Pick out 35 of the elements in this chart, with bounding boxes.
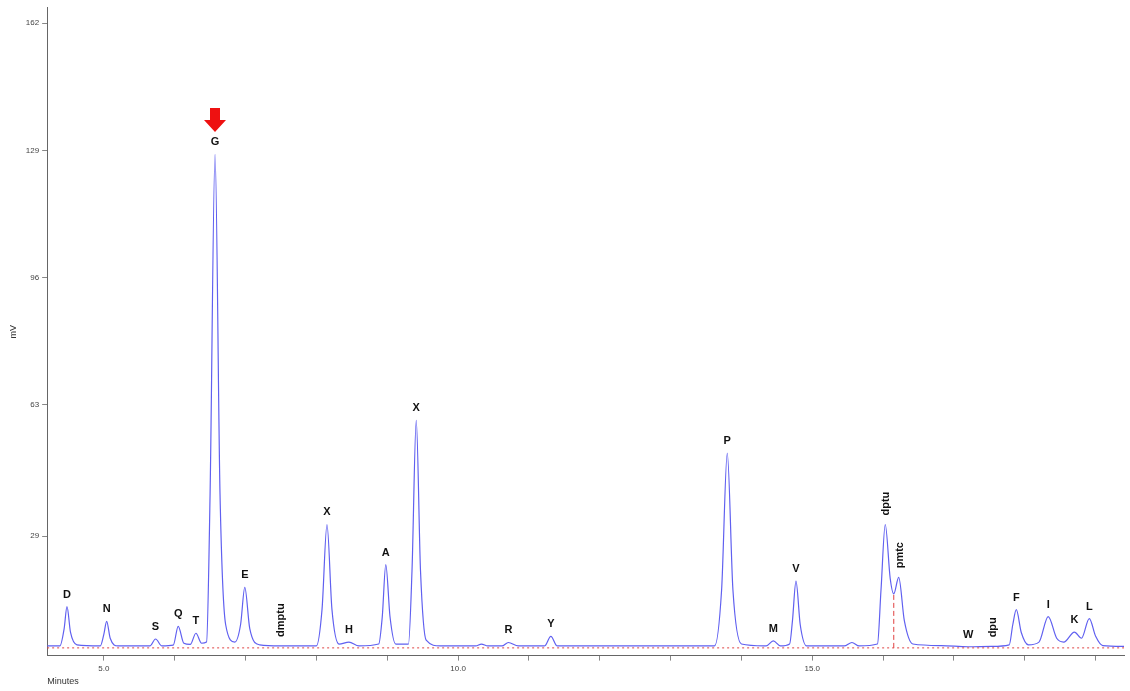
annotation: E <box>241 568 249 581</box>
annotation: I <box>1046 597 1050 610</box>
annotation: W <box>962 627 974 640</box>
annotation: L <box>1085 599 1093 612</box>
annotation: N <box>102 602 111 615</box>
annotation: X <box>412 401 421 414</box>
y-tick-label: 129 <box>25 145 40 155</box>
annotation: D <box>63 587 72 600</box>
x-tick-label: 15.0 <box>804 663 821 673</box>
annotation: dmptu <box>274 603 287 637</box>
annotation: R <box>504 623 513 636</box>
annotation: dpu <box>985 617 998 638</box>
annotation: M <box>768 621 778 634</box>
annotation: F <box>1012 590 1020 603</box>
y-axis-title: mV <box>7 324 18 339</box>
annotation: P <box>723 434 731 447</box>
annotation: Y <box>547 617 556 630</box>
annotation: H <box>344 623 353 636</box>
annotation: S <box>151 620 160 633</box>
x-tick-label: 5.0 <box>98 663 110 673</box>
annotation: K <box>1070 613 1079 626</box>
annotation: Q <box>173 607 183 620</box>
annotation: A <box>381 545 390 558</box>
annotation: dptu <box>879 491 892 516</box>
y-tick-label: 96 <box>30 272 40 282</box>
annotation: T <box>192 614 200 627</box>
annotation: pmtc <box>892 542 905 569</box>
y-tick-label: 63 <box>30 400 40 410</box>
y-tick-label: 29 <box>30 531 40 541</box>
annotation: V <box>792 562 801 575</box>
x-tick-label: 10.0 <box>450 663 467 673</box>
x-axis-title: Minutes <box>47 676 80 687</box>
annotation: X <box>323 505 332 518</box>
y-tick-label: 162 <box>25 18 40 28</box>
annotation: G <box>210 135 220 148</box>
